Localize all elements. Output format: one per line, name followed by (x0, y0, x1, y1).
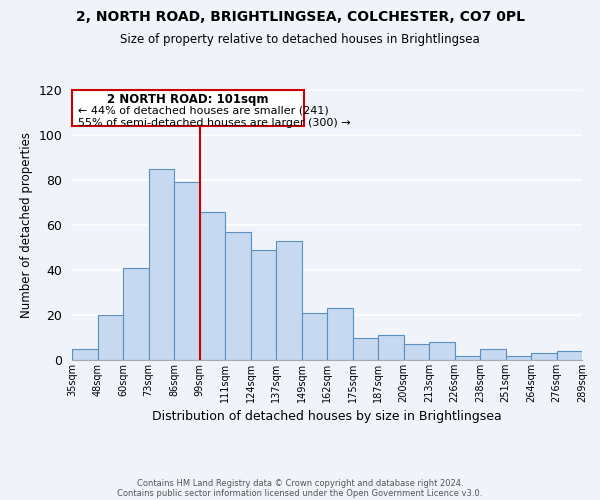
Bar (429, 342, 455, 360)
Bar (251, 250, 276, 360)
Text: Contains public sector information licensed under the Open Government Licence v3: Contains public sector information licen… (118, 488, 482, 498)
Text: Contains HM Land Registry data © Crown copyright and database right 2024.: Contains HM Land Registry data © Crown c… (137, 478, 463, 488)
Bar (531, 353, 557, 360)
Bar (557, 351, 582, 360)
Bar (455, 356, 480, 360)
Bar (404, 344, 429, 360)
Bar (353, 338, 378, 360)
Bar (225, 232, 251, 360)
Bar (174, 182, 199, 360)
Y-axis label: Number of detached properties: Number of detached properties (20, 132, 33, 318)
Bar (378, 335, 404, 360)
Bar (199, 212, 225, 360)
Text: 2, NORTH ROAD, BRIGHTLINGSEA, COLCHESTER, CO7 0PL: 2, NORTH ROAD, BRIGHTLINGSEA, COLCHESTER… (76, 10, 524, 24)
Bar (505, 356, 531, 360)
Bar (276, 241, 302, 360)
Text: 2 NORTH ROAD: 101sqm: 2 NORTH ROAD: 101sqm (107, 92, 269, 106)
Bar (97, 315, 123, 360)
Bar (72, 349, 97, 360)
Bar (480, 349, 505, 360)
Bar (327, 308, 353, 360)
X-axis label: Distribution of detached houses by size in Brightlingsea: Distribution of detached houses by size … (152, 410, 502, 424)
Text: 55% of semi-detached houses are larger (300) →: 55% of semi-detached houses are larger (… (78, 118, 350, 128)
Text: Size of property relative to detached houses in Brightlingsea: Size of property relative to detached ho… (120, 32, 480, 46)
Bar (149, 169, 174, 360)
Text: ← 44% of detached houses are smaller (241): ← 44% of detached houses are smaller (24… (78, 105, 329, 115)
Bar (302, 313, 327, 360)
Bar (123, 268, 149, 360)
